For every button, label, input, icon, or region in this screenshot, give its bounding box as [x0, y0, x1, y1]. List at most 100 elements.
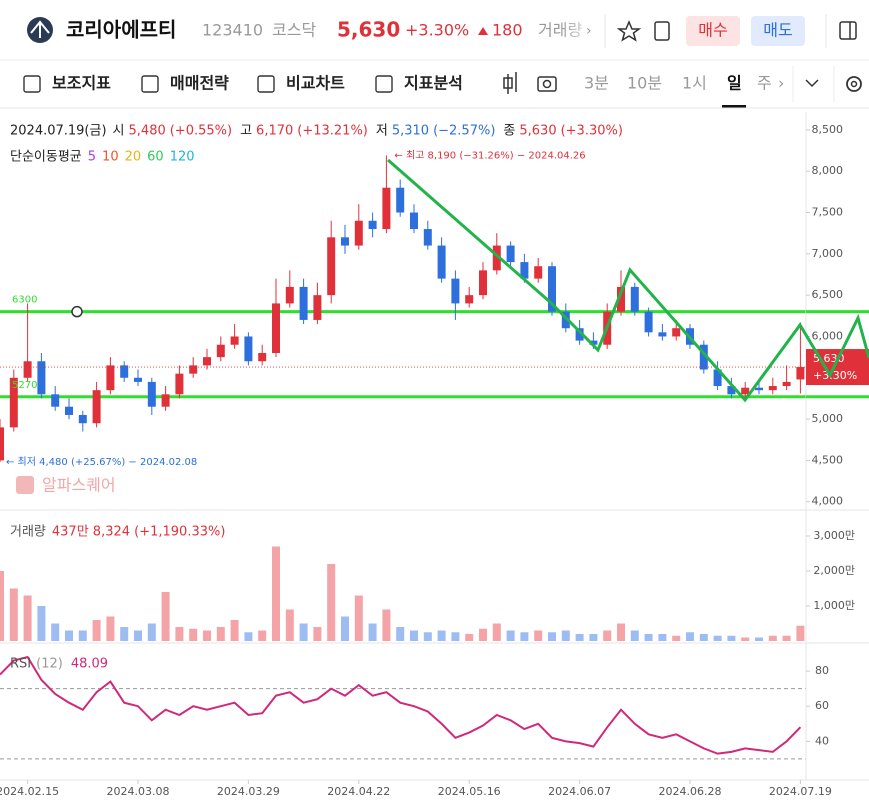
volume-bar	[203, 630, 211, 641]
watermark-logo	[16, 476, 34, 494]
interval-button[interactable]: 1시	[682, 74, 707, 93]
candle-body	[396, 187, 405, 213]
sell-label: 매도	[763, 21, 792, 40]
toolbar: › 보조지표 매매전략 비교차트 지표분석 3분 10분 1시 일 주	[23, 66, 862, 108]
y-tick-label: 7,500	[812, 206, 844, 219]
volume-bar	[354, 595, 363, 641]
y-tick-label: 40	[815, 734, 829, 747]
interval-button[interactable]: 주	[757, 74, 772, 93]
star-button[interactable]	[616, 20, 642, 42]
candle-body	[382, 187, 391, 230]
candle-body	[410, 212, 418, 230]
volume-bar	[230, 620, 239, 641]
candle-body	[327, 237, 336, 296]
x-tick-label: 2024.04.22	[327, 785, 390, 798]
volume-bar	[465, 634, 474, 641]
svg-text:›: ›	[778, 74, 784, 93]
anchor-handle	[71, 305, 83, 318]
volume-bar	[755, 637, 763, 641]
x-tick-label: 2024.03.08	[107, 785, 170, 798]
ma-period: 120	[170, 150, 195, 165]
candle-body	[575, 328, 584, 341]
tool-button[interactable]: 지표분석	[404, 74, 463, 93]
tool-button[interactable]: 비교차트	[286, 74, 345, 93]
ma-title: 단순이동평균	[10, 150, 82, 165]
camera-button[interactable]	[537, 76, 557, 92]
panel-button[interactable]	[839, 21, 857, 40]
candle-body	[147, 381, 156, 407]
y-tick-label: 6,500	[812, 288, 844, 301]
candle-body	[134, 377, 142, 382]
buy-label: 매수	[698, 21, 727, 40]
info-value: 5,310	[392, 124, 429, 139]
candle-body	[644, 311, 653, 333]
info-value: 5,630	[519, 124, 556, 139]
x-tick-label: 2024.02.15	[0, 785, 59, 798]
trend-drawing	[387, 158, 869, 403]
volume-bar	[285, 609, 294, 641]
ma-period: 5	[88, 150, 96, 165]
y-tick-label: 3,000만	[813, 529, 855, 542]
y-tick-label: 8,500	[812, 123, 844, 136]
watermark: 알파스퀘어	[42, 476, 116, 495]
candle-body	[630, 286, 639, 312]
candle-body	[37, 361, 46, 395]
candle-body	[9, 377, 18, 428]
rsi-value: 48.09	[71, 657, 108, 672]
ma-period: 10	[102, 150, 119, 165]
candle-body	[713, 369, 722, 387]
candle-body	[285, 286, 294, 304]
dropdown[interactable]	[805, 79, 819, 88]
candle-body	[120, 365, 129, 378]
candle-body	[299, 286, 308, 320]
change: 180	[492, 21, 523, 40]
candle-body	[203, 357, 211, 366]
candle-body	[106, 365, 115, 391]
interval-button[interactable]: 10분	[627, 74, 662, 93]
volume-bar	[686, 632, 694, 641]
volume-summary: 437만 8,324 (+1,190.33%)	[52, 525, 226, 540]
stock-code: 123410	[202, 21, 263, 40]
candle-body	[658, 332, 667, 337]
x-tick-label: 2024.05.16	[438, 785, 501, 798]
tool-icon	[141, 75, 159, 93]
volume-bar	[341, 616, 349, 641]
info-change: (−2.57%)	[433, 124, 495, 139]
volume-bar	[299, 623, 308, 641]
tool-button[interactable]: 매매전략	[170, 74, 229, 93]
x-tick-label: 2024.07.19	[769, 785, 832, 798]
tool-button[interactable]: 보조지표	[52, 74, 111, 93]
rsi-period: (12)	[36, 657, 63, 672]
volume-bar	[410, 630, 418, 641]
interval-button[interactable]: 일	[727, 74, 742, 93]
volume-bar	[423, 632, 432, 641]
volume-bar	[189, 628, 198, 641]
sell-button[interactable]	[751, 16, 805, 46]
volume-bar	[327, 564, 336, 641]
volume-bar	[782, 635, 791, 641]
candle-body	[423, 229, 432, 246]
candle-body	[506, 245, 515, 263]
volume-bar	[78, 630, 87, 641]
volume-bar	[575, 634, 584, 641]
volume-bar	[741, 637, 750, 641]
buy-button[interactable]	[686, 16, 740, 46]
volume-bar	[175, 627, 184, 641]
candle-body	[272, 303, 280, 353]
stock-name: 코리아에프티	[66, 18, 176, 42]
volume-bar	[603, 630, 612, 641]
volume-bar	[437, 630, 446, 641]
volume-bar	[161, 592, 170, 641]
y-tick-label: 2,000만	[813, 564, 855, 577]
info-label: 종	[503, 124, 515, 139]
interval-button[interactable]: 3분	[584, 74, 609, 93]
volume-bar	[506, 630, 515, 641]
volume-bar	[147, 623, 156, 641]
high-note: ← 최고 8,190 (−31.26%) − 2024.04.26	[394, 149, 585, 161]
info-change: (+0.55%)	[170, 124, 232, 139]
candle-body	[230, 336, 239, 345]
candle-body	[465, 295, 474, 304]
candle-body	[451, 278, 460, 304]
settings-button[interactable]	[846, 76, 862, 92]
memo-button[interactable]	[654, 21, 670, 41]
